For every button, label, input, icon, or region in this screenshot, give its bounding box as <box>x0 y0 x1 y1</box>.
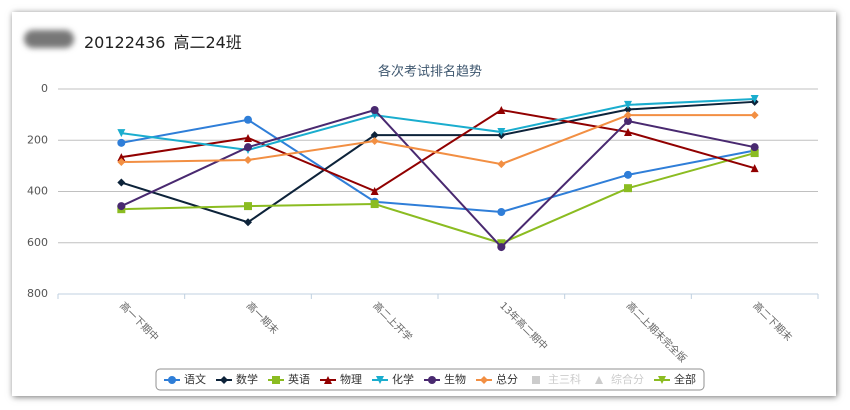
legend: 语文 数学 英语 物理 化学 生物 总分 主三科 综合分 全部 <box>164 372 696 386</box>
data-point <box>624 170 632 179</box>
data-point <box>244 143 252 152</box>
data-point <box>370 137 379 146</box>
y-tick-label: 800 <box>27 287 48 300</box>
data-point <box>370 186 379 195</box>
data-point <box>750 143 759 152</box>
data-point <box>244 218 252 227</box>
data-point <box>497 160 506 169</box>
x-tick-label: 高二上开学 <box>370 299 415 344</box>
header: 20122436 高二24班 <box>84 29 250 53</box>
legend-item[interactable]: 语文 <box>164 372 206 386</box>
student-id: 20122436 <box>84 33 166 52</box>
blurred-name <box>24 30 74 48</box>
legend-marker <box>532 376 540 384</box>
series-line <box>121 118 755 214</box>
data-point <box>370 131 379 140</box>
data-point <box>244 202 252 211</box>
data-point <box>624 105 632 114</box>
series-line <box>121 108 755 193</box>
legend-marker <box>220 376 228 384</box>
legend-label: 物理 <box>340 372 362 386</box>
data-point <box>497 106 506 115</box>
x-tick-label: 高一期末 <box>244 299 281 336</box>
data-point <box>624 117 632 126</box>
series-line <box>121 152 755 245</box>
data-point <box>244 115 252 124</box>
legend-item[interactable]: 英语 <box>268 372 310 386</box>
data-point <box>624 111 632 120</box>
data-point <box>117 158 126 167</box>
legend-label: 主三科 <box>548 372 581 386</box>
data-point <box>117 138 126 147</box>
chart-title: 各次考试排名趋势 <box>378 64 482 80</box>
legend-marker <box>428 376 436 384</box>
x-tick-label: 高一下期中 <box>117 299 162 344</box>
legend-item[interactable]: 数学 <box>216 372 258 386</box>
data-point <box>497 208 506 216</box>
data-point <box>750 94 759 103</box>
legend-marker <box>480 376 488 384</box>
legend-label: 生物 <box>444 372 466 386</box>
data-point <box>117 153 126 162</box>
legend-marker <box>324 376 332 384</box>
data-point <box>750 164 759 173</box>
data-point <box>624 100 632 109</box>
legend-marker <box>376 376 384 384</box>
data-point <box>370 200 379 209</box>
legend-item[interactable]: 全部 <box>654 372 696 386</box>
x-tick-label: 高二下期末 <box>750 299 795 344</box>
legend-marker <box>168 376 176 384</box>
y-tick-label: 200 <box>27 133 48 146</box>
data-point <box>370 106 379 115</box>
legend-label: 总分 <box>496 372 518 386</box>
legend-item[interactable]: 总分 <box>476 372 518 386</box>
legend-label: 化学 <box>392 372 414 386</box>
x-tick-label: 高二上期末完全版 <box>624 299 690 365</box>
legend-item[interactable]: 化学 <box>372 372 414 386</box>
data-point <box>244 155 252 164</box>
legend-label: 英语 <box>288 372 310 386</box>
y-tick-label: 600 <box>27 236 48 249</box>
data-point <box>244 133 252 142</box>
legend-item[interactable]: 主三科 <box>532 372 581 386</box>
legend-label: 数学 <box>236 372 258 386</box>
y-tick-label: 400 <box>27 185 48 198</box>
legend-marker <box>272 376 280 384</box>
data-point <box>624 184 632 193</box>
class-name: 高二24班 <box>173 33 242 52</box>
y-tick-label: 0 <box>41 82 48 95</box>
data-point <box>117 129 126 138</box>
data-point <box>117 202 126 211</box>
series-line <box>120 108 755 249</box>
legend-marker <box>595 376 603 384</box>
legend-label: 语文 <box>184 372 206 386</box>
legend-item[interactable]: 物理 <box>320 372 362 386</box>
data-point <box>624 128 632 137</box>
x-tick-label: 13年高二期中 <box>497 299 551 353</box>
card <box>12 12 836 396</box>
data-point <box>497 128 506 137</box>
data-point <box>497 243 506 252</box>
legend-label: 全部 <box>674 372 696 386</box>
series-line <box>121 97 755 152</box>
data-point <box>750 149 759 158</box>
legend-item[interactable]: 生物 <box>424 372 466 386</box>
data-point <box>750 111 759 120</box>
series-line <box>121 114 755 166</box>
legend-item[interactable]: 综合分 <box>595 372 644 386</box>
legend-label: 综合分 <box>611 372 644 386</box>
legend-marker <box>658 376 666 384</box>
data-point <box>117 178 126 187</box>
series-line <box>121 100 755 224</box>
